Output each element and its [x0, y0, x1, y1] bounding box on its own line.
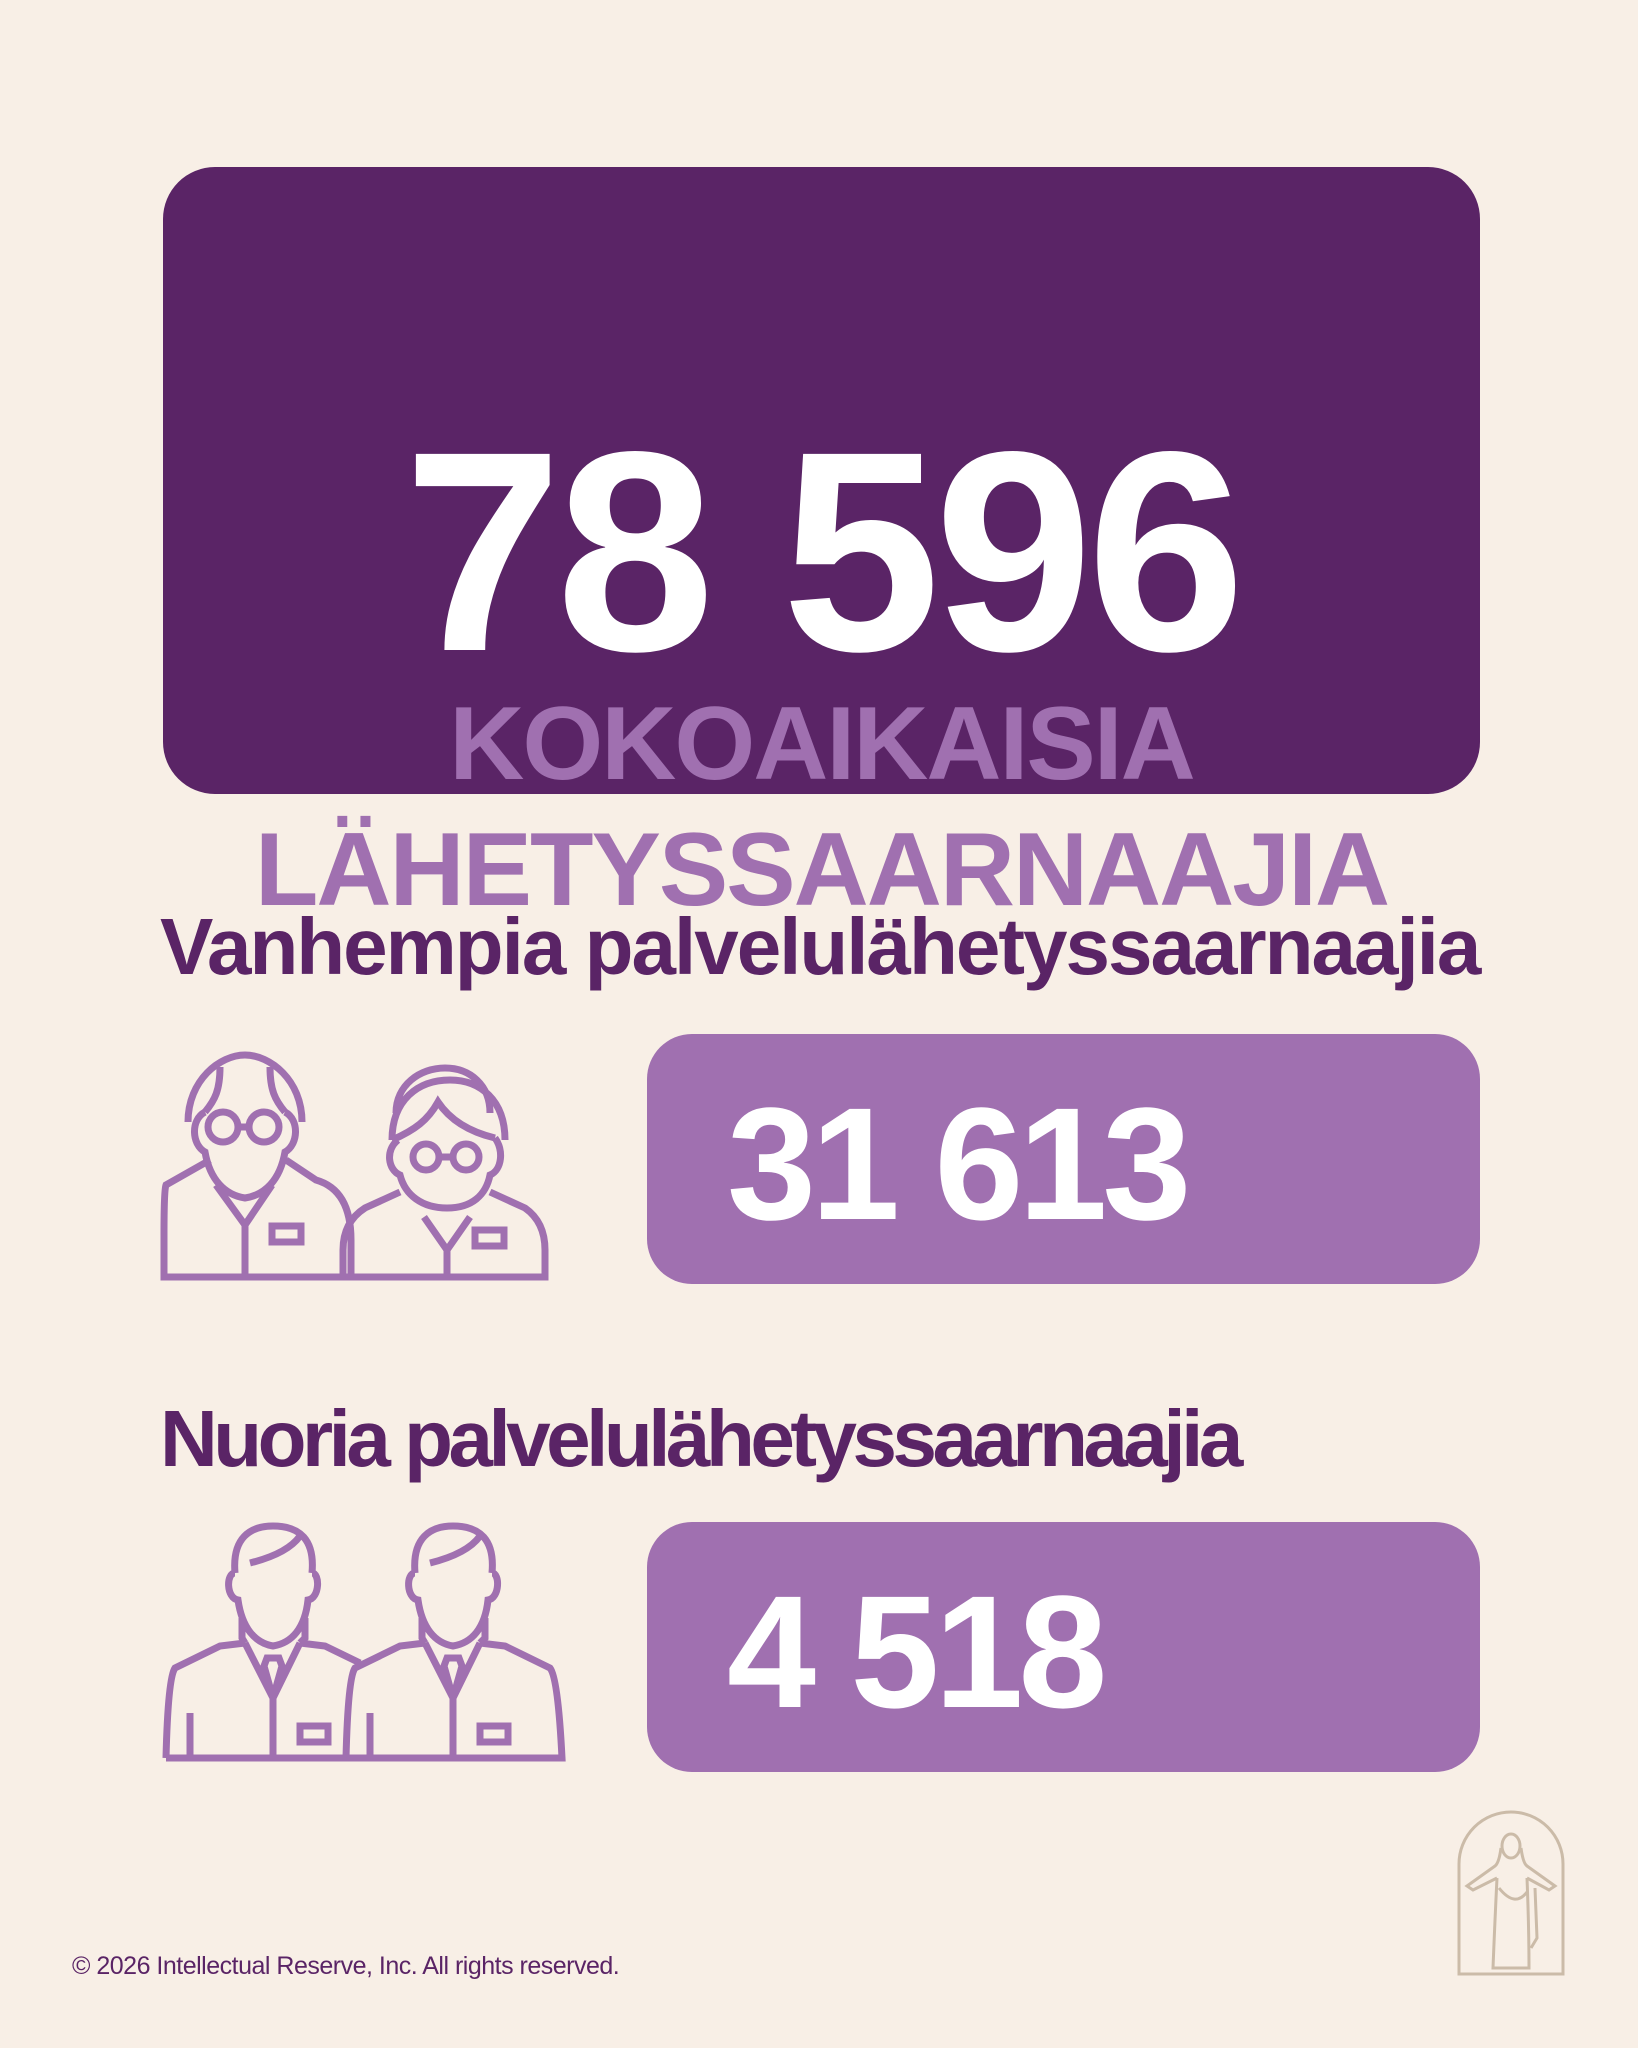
total-label-line2: LÄHETYSSAARNAAJIA — [254, 812, 1390, 928]
christus-logo-icon — [1457, 1810, 1565, 1976]
total-missionaries-count: 78 596 — [403, 393, 1246, 711]
young-missionaries-card: 4 518 — [647, 1522, 1480, 1772]
young-missionaries-icon — [162, 1522, 566, 1762]
senior-missionaries-card: 31 613 — [647, 1034, 1480, 1284]
young-missionaries-count: 4 518 — [727, 1562, 1107, 1741]
total-label-line1: KOKOAIKAISIA — [449, 686, 1195, 802]
young-missionaries-heading: Nuoria palvelulähetyssaarnaajia — [160, 1394, 1243, 1483]
senior-missionaries-count: 31 613 — [727, 1074, 1191, 1253]
total-missionaries-card: 78 596 KOKOAIKAISIA LÄHETYSSAARNAAJIA — [163, 167, 1480, 925]
copyright-notice: © 2026 Intellectual Reserve, Inc. All ri… — [72, 1952, 620, 1980]
senior-couple-icon — [160, 1051, 549, 1281]
senior-missionaries-heading: Vanhempia palvelulähetyssaarnaajia — [160, 902, 1481, 991]
